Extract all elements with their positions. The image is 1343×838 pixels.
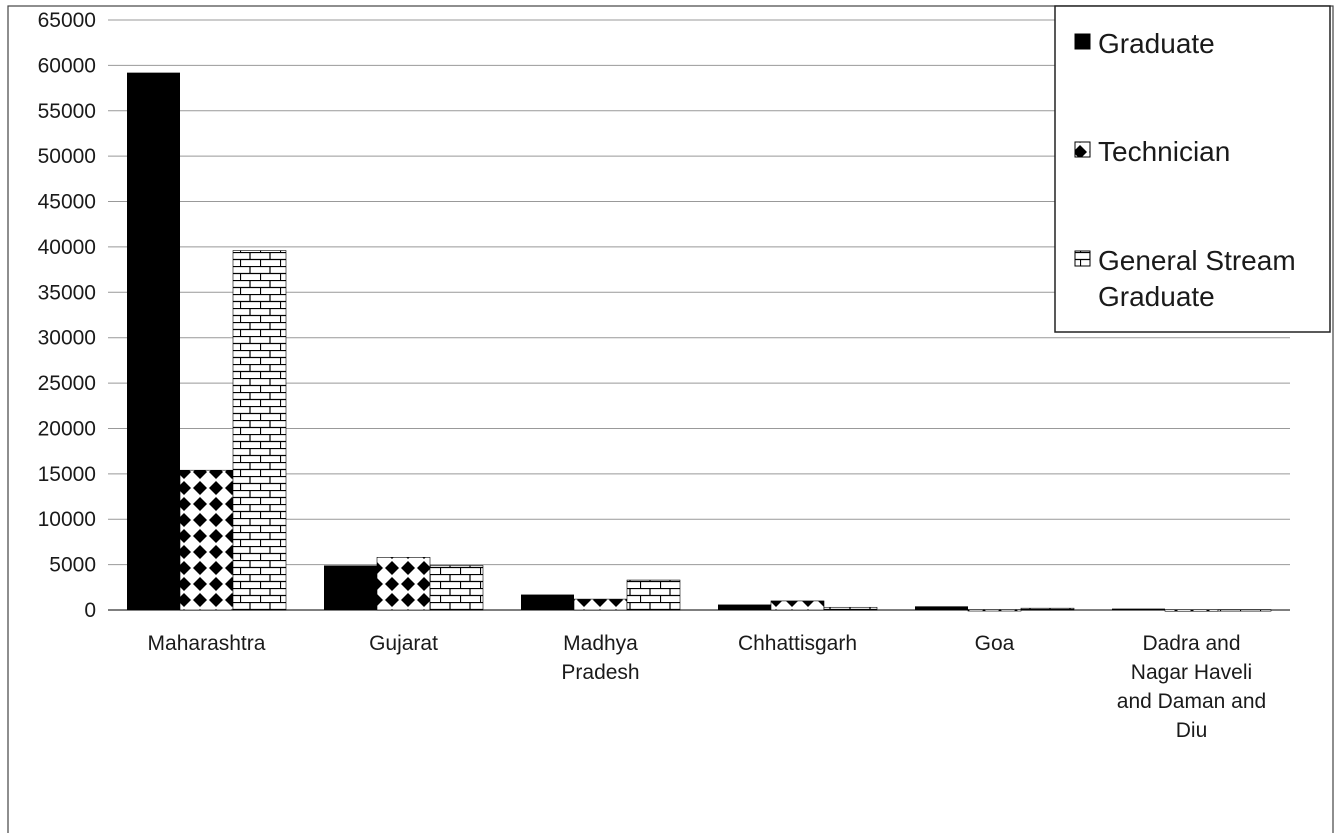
legend-label: Graduate <box>1098 28 1215 59</box>
y-tick-label: 25000 <box>38 372 96 395</box>
bar-diamonds-3 <box>770 600 825 611</box>
y-tick-label: 55000 <box>38 100 96 123</box>
y-tick-label: 40000 <box>38 236 96 259</box>
legend-box <box>1054 5 1331 333</box>
y-tick-label: 10000 <box>38 508 96 531</box>
y-tick-label: 0 <box>84 599 96 622</box>
x-tick-label: Chhattisgarh <box>738 632 857 655</box>
legend-swatch-solid <box>1074 33 1091 50</box>
y-tick-label: 60000 <box>38 54 96 77</box>
bar-diamonds-0 <box>179 469 234 611</box>
bar-solid-2 <box>521 594 574 610</box>
y-tick-label: 15000 <box>38 463 96 486</box>
bar-diamonds-5 <box>1164 609 1219 612</box>
legend-swatch-diamonds <box>1074 141 1091 158</box>
bar-bricks-4 <box>1020 607 1075 611</box>
bars <box>127 72 1272 612</box>
y-tick-label: 30000 <box>38 327 96 350</box>
y-tick-label: 5000 <box>49 554 96 577</box>
y-tick-label: 45000 <box>38 191 96 214</box>
x-tick-label: Maharashtra <box>148 632 266 655</box>
bar-bricks-0 <box>232 250 287 611</box>
x-tick-labels: Maharashtra Gujarat Madhya Pradesh Chhattisg… <box>148 632 1267 742</box>
legend: Graduate Technician General Stream Graduate <box>1054 5 1331 333</box>
bar-bricks-2 <box>626 579 681 611</box>
bar-bricks-1 <box>429 565 484 611</box>
bar-solid-3 <box>718 604 771 610</box>
y-tick-label: 20000 <box>38 417 96 440</box>
x-tick-label: Madhya Pradesh <box>561 632 639 684</box>
bar-solid-0 <box>127 72 180 610</box>
bar-diamonds-2 <box>573 598 628 611</box>
legend-label: General Stream Graduate <box>1098 245 1296 312</box>
legend-swatch-bricks <box>1074 250 1091 267</box>
chart-frame <box>7 5 1334 838</box>
bar-solid-1 <box>324 565 377 610</box>
y-tick-label: 50000 <box>38 145 96 168</box>
bar-bricks-5 <box>1217 609 1272 612</box>
bar-diamonds-1 <box>376 557 431 611</box>
bar-bricks-3 <box>823 606 878 611</box>
axes: 0 5000 10000 15000 20000 25000 30000 35000 40000… <box>38 9 1290 622</box>
y-tick-label: 65000 <box>38 9 96 32</box>
bar-diamonds-4 <box>967 609 1022 612</box>
x-tick-label: Dadra and Nagar Haveli and Daman and Diu <box>1117 632 1266 742</box>
legend-label: Technician <box>1098 136 1230 167</box>
bar-solid-4 <box>915 606 968 610</box>
x-tick-label: Goa <box>975 632 1015 655</box>
x-tick-label: Gujarat <box>369 632 438 655</box>
bar-solid-5 <box>1112 608 1165 611</box>
y-tick-label: 35000 <box>38 281 96 304</box>
